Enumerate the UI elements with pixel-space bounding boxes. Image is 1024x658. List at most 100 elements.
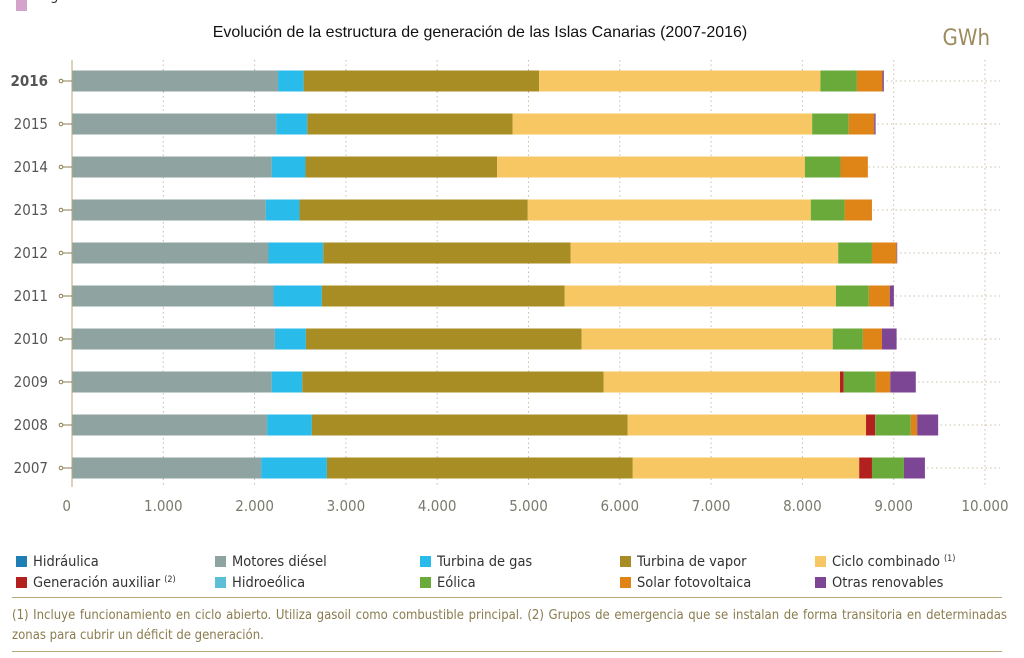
- bar-segment: [72, 285, 274, 307]
- tick-marker: [58, 78, 64, 84]
- bar-segment: [896, 242, 898, 264]
- bar-segment: [820, 70, 857, 92]
- category-label: 2012: [14, 244, 48, 262]
- bar-segment: [299, 199, 528, 221]
- bar-segment: [603, 371, 841, 393]
- category-label: 2013: [14, 201, 48, 219]
- tick-marker: [58, 465, 64, 471]
- x-tick-label: 7.000: [692, 497, 731, 515]
- bar-segment: [305, 328, 582, 350]
- bar-segment: [305, 156, 498, 178]
- bar-segment: [868, 285, 890, 307]
- bar-segment: [274, 328, 306, 350]
- bar-segment: [882, 70, 884, 92]
- bar-segment: [875, 414, 911, 436]
- category-label: 2015: [14, 115, 48, 133]
- bar-segment: [72, 371, 272, 393]
- tick-marker: [58, 207, 64, 213]
- legend-swatch: [620, 577, 631, 588]
- x-tick-label: 0: [62, 497, 71, 515]
- legend-footnote-ref: (2): [164, 575, 175, 585]
- legend-footnote-ref: (1): [944, 554, 955, 564]
- bar-segment: [910, 414, 918, 436]
- x-tick-label: 1.000: [144, 497, 183, 515]
- bar-segment: [72, 414, 268, 436]
- bar-segment: [307, 113, 513, 135]
- category-label: 2011: [14, 287, 48, 305]
- tick-marker: [58, 250, 64, 256]
- unit-label: GWh: [943, 26, 990, 51]
- bar-segment: [875, 371, 891, 393]
- category-label: 2009: [14, 373, 48, 391]
- bar-segment: [497, 156, 805, 178]
- bar-segment: [527, 199, 811, 221]
- stacked-bar-chart: Evolución de la estructura de generación…: [10, 0, 1009, 591]
- bar-segment: [832, 328, 863, 350]
- divider-bottom: [12, 651, 1002, 652]
- x-tick-label: 4.000: [418, 497, 457, 515]
- category-label: 2010: [14, 330, 48, 348]
- footnote: (1) Incluye funcionamiento en ciclo abie…: [12, 608, 1007, 643]
- bar-segment: [810, 199, 845, 221]
- bars: [72, 70, 939, 479]
- bar-segment: [72, 156, 272, 178]
- legend-swatch: [815, 577, 826, 588]
- tick-marker: [58, 336, 64, 342]
- bar-segment: [72, 113, 277, 135]
- bar-segment: [311, 414, 628, 436]
- bar-segment: [267, 414, 312, 436]
- bar-segment: [859, 457, 872, 479]
- tick-marker: [58, 293, 64, 299]
- legend-label: Hidroeólica: [232, 575, 305, 591]
- legend-swatch: [16, 556, 27, 567]
- legend-label: Otras renovables: [832, 575, 944, 591]
- bar-segment: [866, 414, 876, 436]
- bar-segment: [862, 328, 883, 350]
- bar-segment: [843, 371, 876, 393]
- legend-swatch: [420, 556, 431, 567]
- bar-segment: [261, 457, 327, 479]
- tick-marker: [58, 121, 64, 127]
- bar-segment: [632, 457, 860, 479]
- bar-segment: [882, 328, 897, 350]
- x-tick-label: 5.000: [509, 497, 548, 515]
- bar-segment: [512, 113, 813, 135]
- axes: 0 1.000 2.000 3.000 4.000 5.000 6.000 7.000 8.00…: [10, 60, 1009, 515]
- category-label: 2008: [14, 416, 48, 434]
- bar-segment: [903, 457, 925, 479]
- bar-segment: [874, 113, 876, 135]
- x-tick-label: 2.000: [235, 497, 274, 515]
- x-tick-label: 8.000: [783, 497, 822, 515]
- category-label: 2014: [14, 158, 48, 176]
- bar-segment: [326, 457, 633, 479]
- bar-segment: [804, 156, 841, 178]
- bar-segment: [271, 156, 306, 178]
- bar-segment: [570, 242, 839, 264]
- bar-segment: [627, 414, 867, 436]
- bar-segment: [273, 285, 322, 307]
- bar-segment: [302, 371, 604, 393]
- bar-segment: [265, 199, 300, 221]
- bar-segment: [72, 242, 269, 264]
- bar-segment: [72, 328, 275, 350]
- legend-label: Hidráulica: [33, 554, 99, 570]
- bar-segment: [871, 242, 897, 264]
- legend-label: Cogeneración: [33, 0, 123, 4]
- bar-segment: [72, 457, 262, 479]
- chart-title: Evolución de la estructura de generación…: [213, 24, 748, 41]
- legend-swatch: [16, 0, 27, 11]
- bar-segment: [848, 113, 875, 135]
- bar-segment: [835, 285, 869, 307]
- legend-label: Turbina de gas: [436, 554, 532, 570]
- bar-segment: [812, 113, 849, 135]
- tick-marker: [58, 422, 64, 428]
- bar-segment: [278, 70, 304, 92]
- legend-label: Motores diésel: [232, 554, 327, 570]
- bar-segment: [303, 70, 540, 92]
- tick-marker: [58, 164, 64, 170]
- bar-segment: [889, 285, 894, 307]
- x-tick-label: 3.000: [327, 497, 366, 515]
- legend-label: Eólica: [437, 575, 476, 591]
- divider-top: [12, 597, 1002, 598]
- tick-marker: [58, 379, 64, 385]
